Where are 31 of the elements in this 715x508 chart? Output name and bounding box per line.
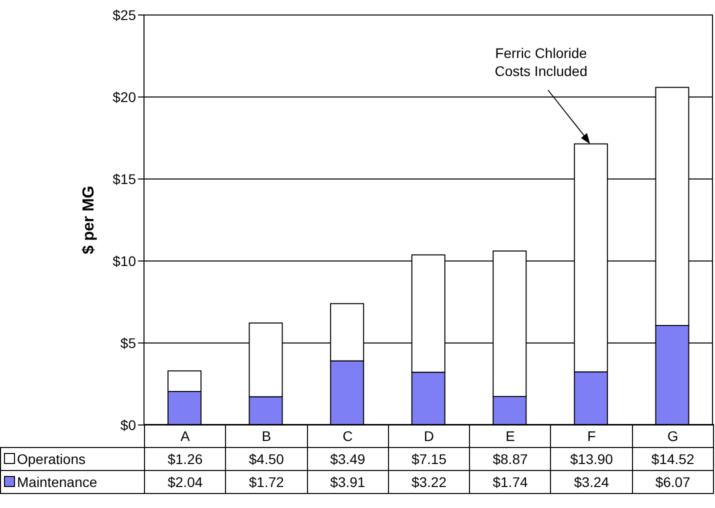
- x-tick-label: E: [470, 424, 551, 448]
- data-label: $3.24: [550, 470, 632, 494]
- data-label: $1.74: [470, 470, 551, 494]
- y-tick-label: $25: [112, 6, 136, 23]
- data-label: $2.04: [144, 470, 226, 494]
- x-tick-label: B: [226, 424, 308, 448]
- data-label: $4.50: [226, 448, 308, 470]
- x-tick-label: D: [388, 424, 470, 448]
- data-label: $7.15: [388, 448, 470, 470]
- y-tick-label: $20: [112, 88, 136, 105]
- x-tick-label: A: [144, 424, 226, 448]
- data-label: $3.49: [307, 448, 388, 470]
- data-label: $1.26: [144, 448, 226, 470]
- x-tick-label: G: [632, 424, 714, 448]
- legend-label: Maintenance: [0, 470, 144, 494]
- y-tick-label: $15: [112, 170, 136, 187]
- data-label: $3.22: [388, 470, 470, 494]
- y-tick-label: $5: [120, 334, 136, 351]
- data-label: $13.90: [550, 448, 632, 470]
- data-label: $8.87: [470, 448, 551, 470]
- annotation: Ferric Chloride Costs Included: [494, 44, 588, 80]
- y-tick-label: $10: [112, 252, 136, 269]
- data-label: $3.91: [307, 470, 388, 494]
- data-label: $6.07: [632, 470, 714, 494]
- y-axis-title: $ per MG: [80, 186, 98, 254]
- x-tick-label: C: [307, 424, 388, 448]
- data-label: $1.72: [226, 470, 308, 494]
- y-tick-label: $0: [120, 416, 136, 433]
- data-label: $14.52: [632, 448, 714, 470]
- legend-label: Operations: [0, 448, 144, 470]
- x-tick-label: F: [550, 424, 632, 448]
